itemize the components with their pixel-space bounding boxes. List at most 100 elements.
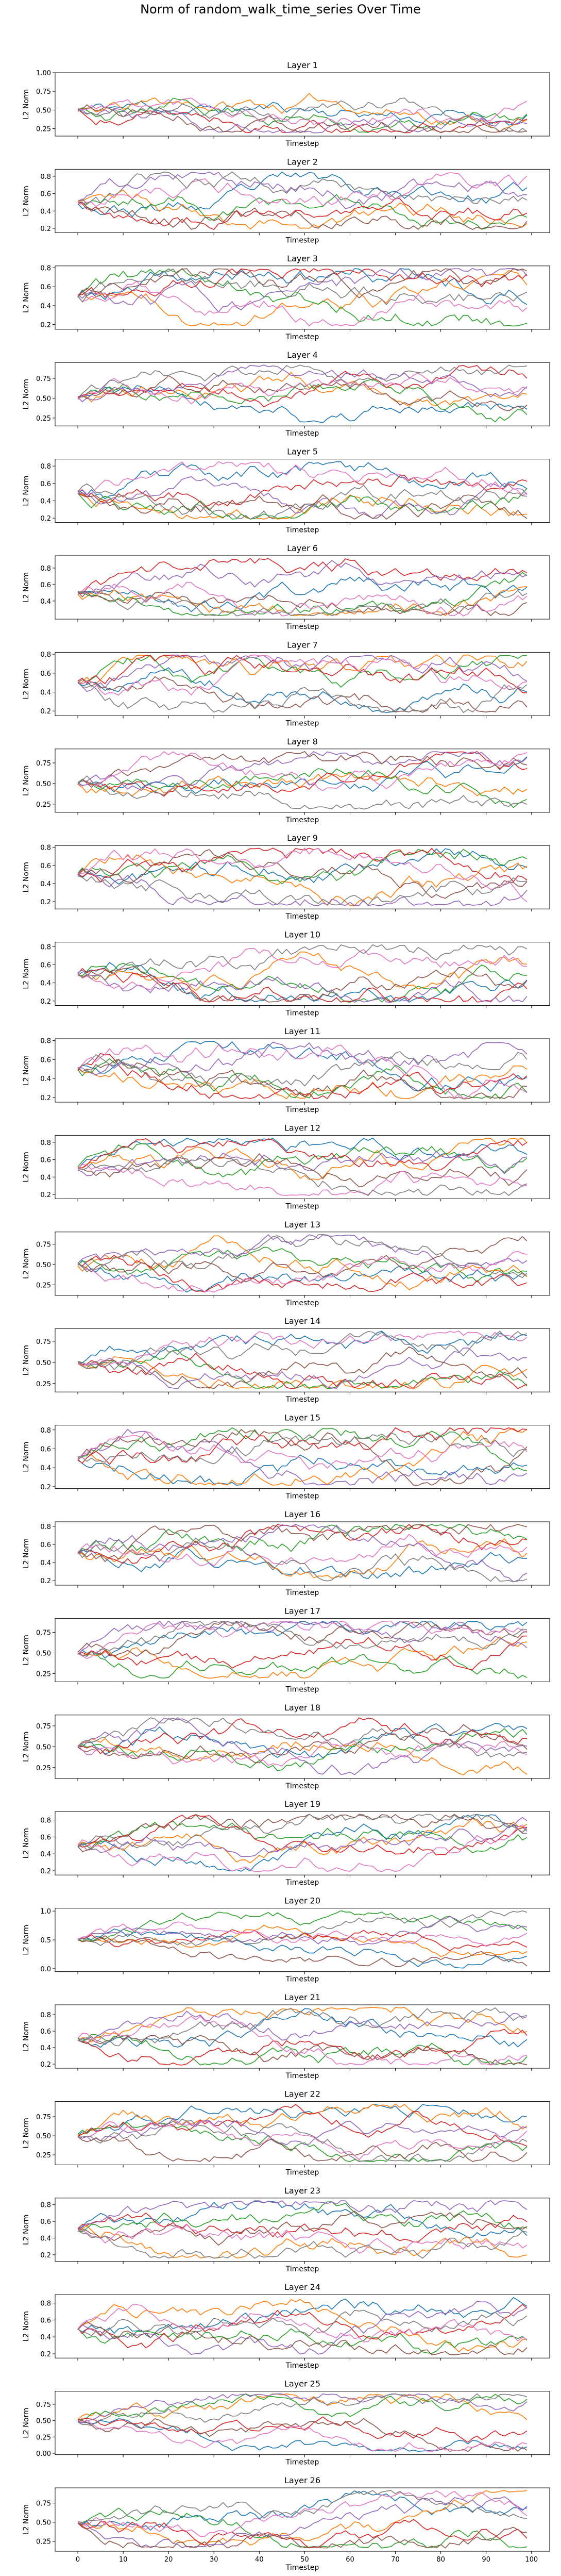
y-axis-label: L2 Norm (22, 282, 30, 313)
y-tick-label: 0.8 (40, 2300, 51, 2308)
series-line-1 (77, 667, 528, 713)
series-line-6 (77, 1428, 528, 1486)
series-line-6 (77, 1236, 528, 1283)
series-group (77, 2490, 528, 2549)
series-line-2 (77, 93, 528, 133)
series-line-5 (77, 751, 528, 791)
series-line-5 (77, 1151, 528, 1176)
series-line-8 (77, 2007, 528, 2047)
y-axis-label: L2 Norm (22, 572, 30, 603)
panel-title: Layer 24 (284, 2282, 320, 2292)
y-tick-label: 0.6 (40, 1445, 51, 1453)
series-line-5 (77, 1234, 528, 1267)
y-tick-label: 0.75 (36, 2114, 51, 2121)
series-line-1 (77, 2104, 528, 2136)
x-axis-label: Timestep (285, 1782, 319, 1790)
plot-frame (55, 2487, 550, 2552)
y-tick-label: 0.4 (40, 208, 51, 215)
panel-layer-25: Layer 25 L2 Norm 0.00 0.25 0.50 0.75 Timestep (22, 2379, 550, 2467)
y-tick-label: 0.4 (40, 2334, 51, 2341)
y-axis-label: L2 Norm (22, 89, 30, 120)
series-line-8 (77, 1051, 528, 1087)
y-tick-label: 0.75 (36, 1338, 51, 1346)
series-line-3 (77, 655, 527, 688)
series-line-1 (78, 1929, 528, 1969)
panel-title: Layer 3 (287, 254, 318, 263)
y-tick-label: 0.6 (40, 1157, 51, 1165)
y-axis-label: L2 Norm (22, 766, 30, 796)
x-tick-label: 20 (164, 2556, 173, 2564)
series-line-8 (77, 1156, 528, 1196)
series-line-1 (77, 756, 528, 794)
y-tick-label: 0.6 (40, 2028, 51, 2036)
panel-layer-23: Layer 23 L2 Norm 0.2 0.4 0.6 0.8 Timestep (22, 2186, 550, 2273)
y-tick-label: 0.8 (40, 1523, 51, 1531)
series-line-1 (77, 2201, 528, 2238)
series-line-5 (77, 654, 528, 692)
series-line-7 (77, 948, 528, 991)
series-line-6 (77, 268, 528, 298)
y-tick-label: 0.75 (36, 1723, 51, 1731)
series-line-6 (77, 591, 528, 617)
y-tick-label: 0.75 (36, 375, 51, 383)
series-group (77, 2200, 528, 2259)
y-axis-label: L2 Norm (22, 1538, 30, 1569)
y-tick-label: 0.50 (36, 1743, 51, 1751)
y-tick-label: 0.25 (36, 801, 51, 809)
y-axis-label: L2 Norm (22, 669, 30, 699)
series-line-7 (77, 280, 528, 327)
y-tick-label: 0.6 (40, 962, 51, 970)
series-line-7 (77, 172, 528, 207)
series-line-8 (77, 680, 528, 713)
series-line-5 (77, 108, 528, 134)
y-tick-label: 0.2 (40, 225, 51, 233)
series-group (77, 1137, 528, 1196)
series-line-4 (77, 2304, 528, 2349)
panel-title: Layer 15 (284, 1413, 320, 1423)
series-line-3 (77, 2201, 528, 2232)
y-tick-label: 0.6 (40, 2317, 51, 2324)
y-tick-label: 0.50 (36, 2418, 51, 2425)
series-line-6 (77, 966, 528, 1003)
panel-title: Layer 4 (287, 350, 318, 360)
y-tick-label: 0.4 (40, 2235, 51, 2242)
x-tick-label: 60 (346, 2556, 354, 2564)
series-line-6 (77, 2418, 528, 2452)
series-line-8 (77, 364, 528, 399)
panel-title: Layer 19 (284, 1799, 320, 1809)
series-line-5 (77, 1428, 528, 1486)
series-line-6 (77, 2034, 528, 2066)
plot-frame (55, 1232, 550, 1296)
x-tick-label: 80 (436, 2556, 445, 2564)
x-axis-label: Timestep (285, 2362, 319, 2370)
plot-frame (55, 1908, 550, 1972)
series-line-3 (77, 268, 528, 327)
panel-layer-16: Layer 16 L2 Norm 0.2 0.4 0.6 0.8 Timestep (22, 1509, 550, 1597)
series-line-6 (77, 2522, 528, 2549)
x-axis-label: Timestep (285, 1589, 319, 1597)
panel-layer-6: Layer 6 L2 Norm 0.4 0.6 0.8 Timestep (22, 543, 550, 631)
series-line-1 (77, 1723, 528, 1758)
x-axis-label: Timestep (285, 1492, 319, 1501)
x-axis-label: Timestep (285, 1685, 319, 1693)
y-tick-label: 0.5 (40, 1937, 51, 1945)
panel-title: Layer 23 (284, 2186, 320, 2196)
y-tick-label: 0.2 (40, 998, 51, 1006)
series-line-2 (77, 1138, 528, 1181)
series-line-7 (77, 1739, 528, 1767)
plot-frame (55, 72, 550, 137)
series-line-4 (77, 365, 528, 408)
series-line-4 (77, 1929, 528, 1951)
series-line-5 (77, 1347, 527, 1389)
series-line-6 (78, 1153, 528, 1188)
y-tick-label: 0.8 (40, 565, 51, 573)
panel-layer-22: Layer 22 L2 Norm 0.25 0.50 0.75 Timestep (22, 2089, 550, 2176)
x-axis-label: Timestep (285, 1879, 319, 1887)
panel-layer-18: Layer 18 L2 Norm 0.25 0.50 0.75 Timestep (22, 1703, 550, 1790)
series-line-5 (77, 560, 528, 595)
y-tick-label: 0.4 (40, 497, 51, 505)
series-line-4 (77, 2029, 528, 2066)
y-tick-label: 0.25 (36, 1381, 51, 1388)
series-line-7 (77, 1824, 528, 1872)
y-tick-label: 0.2 (40, 1868, 51, 1875)
